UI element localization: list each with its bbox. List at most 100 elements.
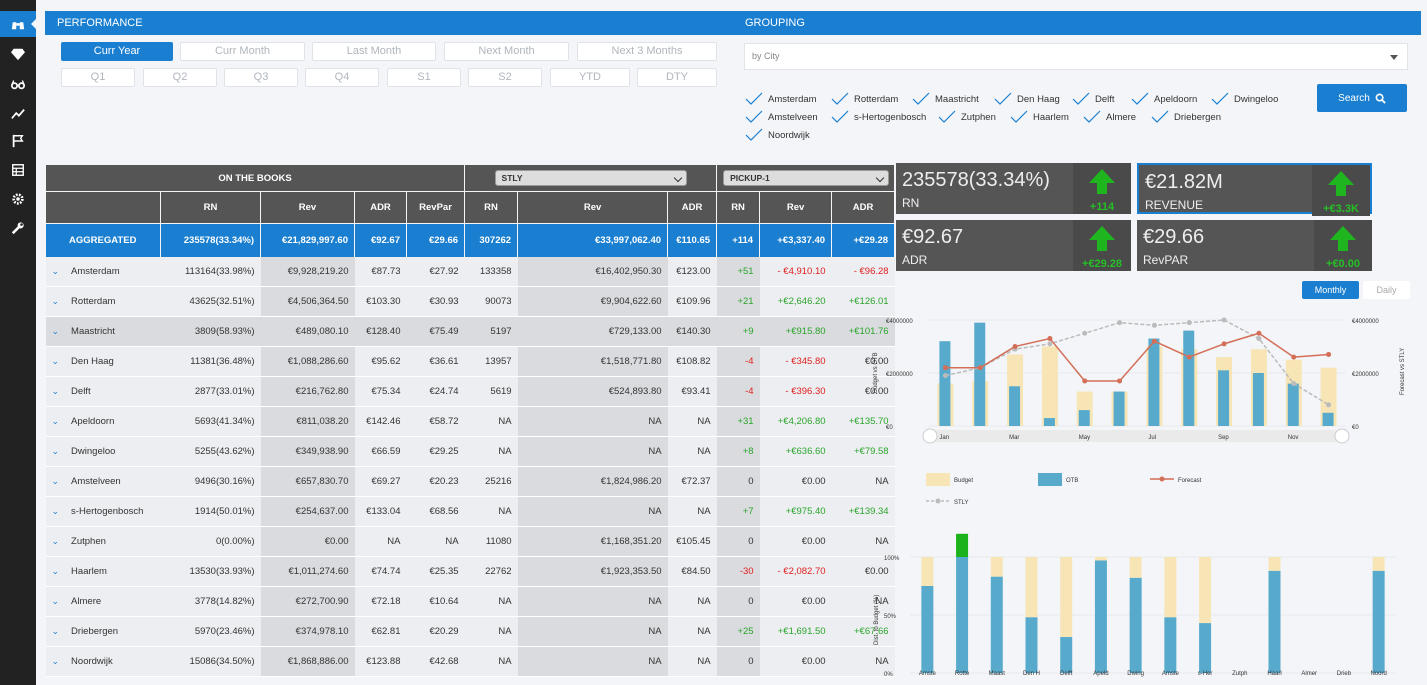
binoculars-icon[interactable]: [0, 11, 36, 37]
col-header-1[interactable]: Rev: [260, 191, 355, 224]
glasses-icon[interactable]: [0, 71, 36, 97]
city-checkbox-12[interactable]: Driebergen: [1151, 110, 1221, 124]
period-button-q1[interactable]: Q1: [61, 68, 135, 87]
y-axis-label: Budget vs OTB: [873, 352, 879, 393]
col-header-4[interactable]: RN: [464, 191, 519, 224]
chevron-down-icon[interactable]: ⌄: [51, 296, 60, 306]
chevron-down-icon[interactable]: ⌄: [51, 596, 60, 606]
city-checkbox-7[interactable]: Amstelveen: [745, 110, 818, 124]
chevron-down-icon[interactable]: ⌄: [51, 326, 60, 336]
period-button-s2[interactable]: S2: [468, 68, 542, 87]
city-checkbox-2[interactable]: Maastricht: [912, 92, 979, 106]
col-header-9[interactable]: ADR: [831, 191, 896, 224]
city-label: Amsterdam: [768, 93, 817, 105]
period-button-q3[interactable]: Q3: [224, 68, 298, 87]
col-header-5[interactable]: Rev: [517, 191, 669, 224]
stly-line: [945, 319, 1329, 406]
col-header-3[interactable]: RevPar: [405, 191, 466, 224]
table-row[interactable]: ⌄ Rotterdam 43625(32.51%) €4,506,364.50 €103…: [45, 286, 895, 317]
table-row[interactable]: ⌄ Driebergen 5970(23.46%) €374,978.10 €62.81…: [45, 616, 895, 647]
chevron-down-icon[interactable]: ⌄: [51, 656, 60, 666]
chevron-down-icon[interactable]: ⌄: [51, 536, 60, 546]
row-cell: NA: [831, 586, 895, 617]
table-row[interactable]: ⌄ Apeldoorn 5693(41.34%) €811,038.20 €142.46…: [45, 406, 895, 437]
city-checkbox-9[interactable]: Zutphen: [938, 110, 996, 124]
city-checkbox-8[interactable]: s-Hertogenbosch: [831, 110, 926, 124]
stly-dropdown[interactable]: STLY: [494, 170, 687, 186]
achieved-bar: [1268, 570, 1281, 673]
forecast-point: [1012, 344, 1018, 349]
table-row[interactable]: ⌄ Haarlem 13530(33.93%) €1,011,274.60 €74.74…: [45, 556, 895, 587]
col-header-8[interactable]: Rev: [759, 191, 833, 224]
kpi-tile-adr[interactable]: €92.67 ADR +€29.28: [896, 220, 1131, 271]
col-header-7[interactable]: RN: [716, 191, 761, 224]
period-button-ytd[interactable]: YTD: [550, 68, 630, 87]
row-cell: +51: [716, 256, 760, 287]
city-checkbox-4[interactable]: Delft: [1072, 92, 1115, 106]
col-header-0[interactable]: RN: [160, 191, 261, 224]
achieved-bar: [1094, 560, 1107, 673]
table-row[interactable]: ⌄ Almere 3778(14.82%) €272,700.90 €72.18 €10.…: [45, 586, 895, 617]
period-button-4[interactable]: Next 3 Months: [577, 42, 717, 61]
period-button-q2[interactable]: Q2: [143, 68, 217, 87]
diamond-icon[interactable]: [0, 41, 36, 67]
city-checkbox-5[interactable]: Apeldoorn: [1131, 92, 1197, 106]
city-checkbox-10[interactable]: Haarlem: [1010, 110, 1069, 124]
chevron-down-icon[interactable]: ⌄: [51, 446, 60, 456]
table-row[interactable]: ⌄ Amsterdam 113164(33.98%) €9,928,219.20 €87…: [45, 256, 895, 287]
period-button-0[interactable]: Curr Year: [61, 42, 173, 61]
aggregated-row[interactable]: AGGREGATED 235578(33.34%) €21,829,997.60 €9…: [45, 223, 896, 257]
period-button-s1[interactable]: S1: [387, 68, 461, 87]
chevron-down-icon[interactable]: ⌄: [51, 566, 60, 576]
chevron-down-icon[interactable]: ⌄: [51, 476, 60, 486]
table-row[interactable]: ⌄ Dwingeloo 5255(43.62%) €349,938.90 €66.59 €…: [45, 436, 895, 467]
row-cell: €103.30: [354, 286, 407, 317]
col-header-2[interactable]: ADR: [354, 191, 407, 224]
flag-icon[interactable]: [0, 128, 36, 154]
aggregated-cell: €33,997,062.40: [517, 223, 669, 257]
chevron-down-icon[interactable]: ⌄: [51, 416, 60, 426]
wrench-icon[interactable]: [0, 215, 36, 241]
col-header-6[interactable]: ADR: [667, 191, 718, 224]
city-checkbox-11[interactable]: Almere: [1083, 110, 1136, 124]
group-by-select[interactable]: by City: [744, 43, 1408, 70]
chevron-down-icon[interactable]: ⌄: [51, 626, 60, 636]
daily-toggle[interactable]: Daily: [1363, 281, 1410, 299]
chevron-down-icon[interactable]: ⌄: [51, 265, 60, 276]
table-row[interactable]: ⌄ Delft 2877(33.01%) €216,762.80 €75.34 €24.7…: [45, 376, 895, 407]
period-button-1[interactable]: Curr Month: [180, 42, 305, 61]
row-cell: +€1,691.50: [759, 616, 832, 647]
city-checkbox-13[interactable]: Noordwijk: [745, 128, 810, 142]
settings-icon[interactable]: [0, 186, 36, 212]
period-button-2[interactable]: Last Month: [312, 42, 436, 61]
city-checkbox-0[interactable]: Amsterdam: [745, 92, 817, 106]
table-row[interactable]: ⌄ Den Haag 11381(36.48%) €1,088,286.60 €95.6…: [45, 346, 895, 377]
table-row[interactable]: ⌄ Maastricht 3809(58.93%) €489,080.10 €128.4…: [45, 316, 895, 347]
city-checkbox-1[interactable]: Rotterdam: [831, 92, 898, 106]
monthly-toggle[interactable]: Monthly: [1302, 281, 1359, 299]
chevron-down-icon[interactable]: ⌄: [51, 506, 60, 516]
period-button-3[interactable]: Next Month: [444, 42, 569, 61]
kpi-tile-rn[interactable]: 235578(33.34%) RN +114: [896, 163, 1131, 214]
layers-icon[interactable]: [0, 157, 36, 183]
kpi-tile-revpar[interactable]: €29.66 RevPAR +€0.00: [1137, 220, 1372, 271]
chevron-down-icon[interactable]: ⌄: [51, 386, 60, 396]
trend-line-icon[interactable]: [0, 101, 36, 127]
achieved-bar: [1025, 617, 1038, 673]
row-cell: €254,637.00: [260, 496, 355, 527]
table-row[interactable]: ⌄ Amstelveen 9496(30.16%) €657,830.70 €69.27…: [45, 466, 895, 497]
table-row[interactable]: ⌄ s-Hertogenbosch 1914(50.01%) €254,637.00 €…: [45, 496, 895, 527]
pickup-dropdown[interactable]: PICKUP-1: [723, 170, 890, 186]
period-button-dty[interactable]: DTY: [637, 68, 717, 87]
period-button-q4[interactable]: Q4: [305, 68, 379, 87]
kpi-tile-revenue[interactable]: €21.82M REVENUE +€3.3K: [1137, 163, 1372, 216]
search-button[interactable]: Search: [1317, 84, 1407, 112]
city-checkbox-3[interactable]: Den Haag: [994, 92, 1060, 106]
search-icon: [1375, 93, 1386, 104]
table-row[interactable]: ⌄ Noordwijk 15086(34.50%) €1,868,886.00 €123…: [45, 646, 895, 677]
y-tick-label: €0: [886, 425, 893, 431]
performance-table: ON THE BOOKS STLY PICKUP-1 RN Rev ADR RevPa…: [44, 164, 896, 677]
table-row[interactable]: ⌄ Zutphen 0(0.00%) €0.00 NA NA 11080 €1,168,351…: [45, 526, 895, 557]
chevron-down-icon[interactable]: ⌄: [51, 356, 60, 366]
city-checkbox-6[interactable]: Dwingeloo: [1211, 92, 1278, 106]
